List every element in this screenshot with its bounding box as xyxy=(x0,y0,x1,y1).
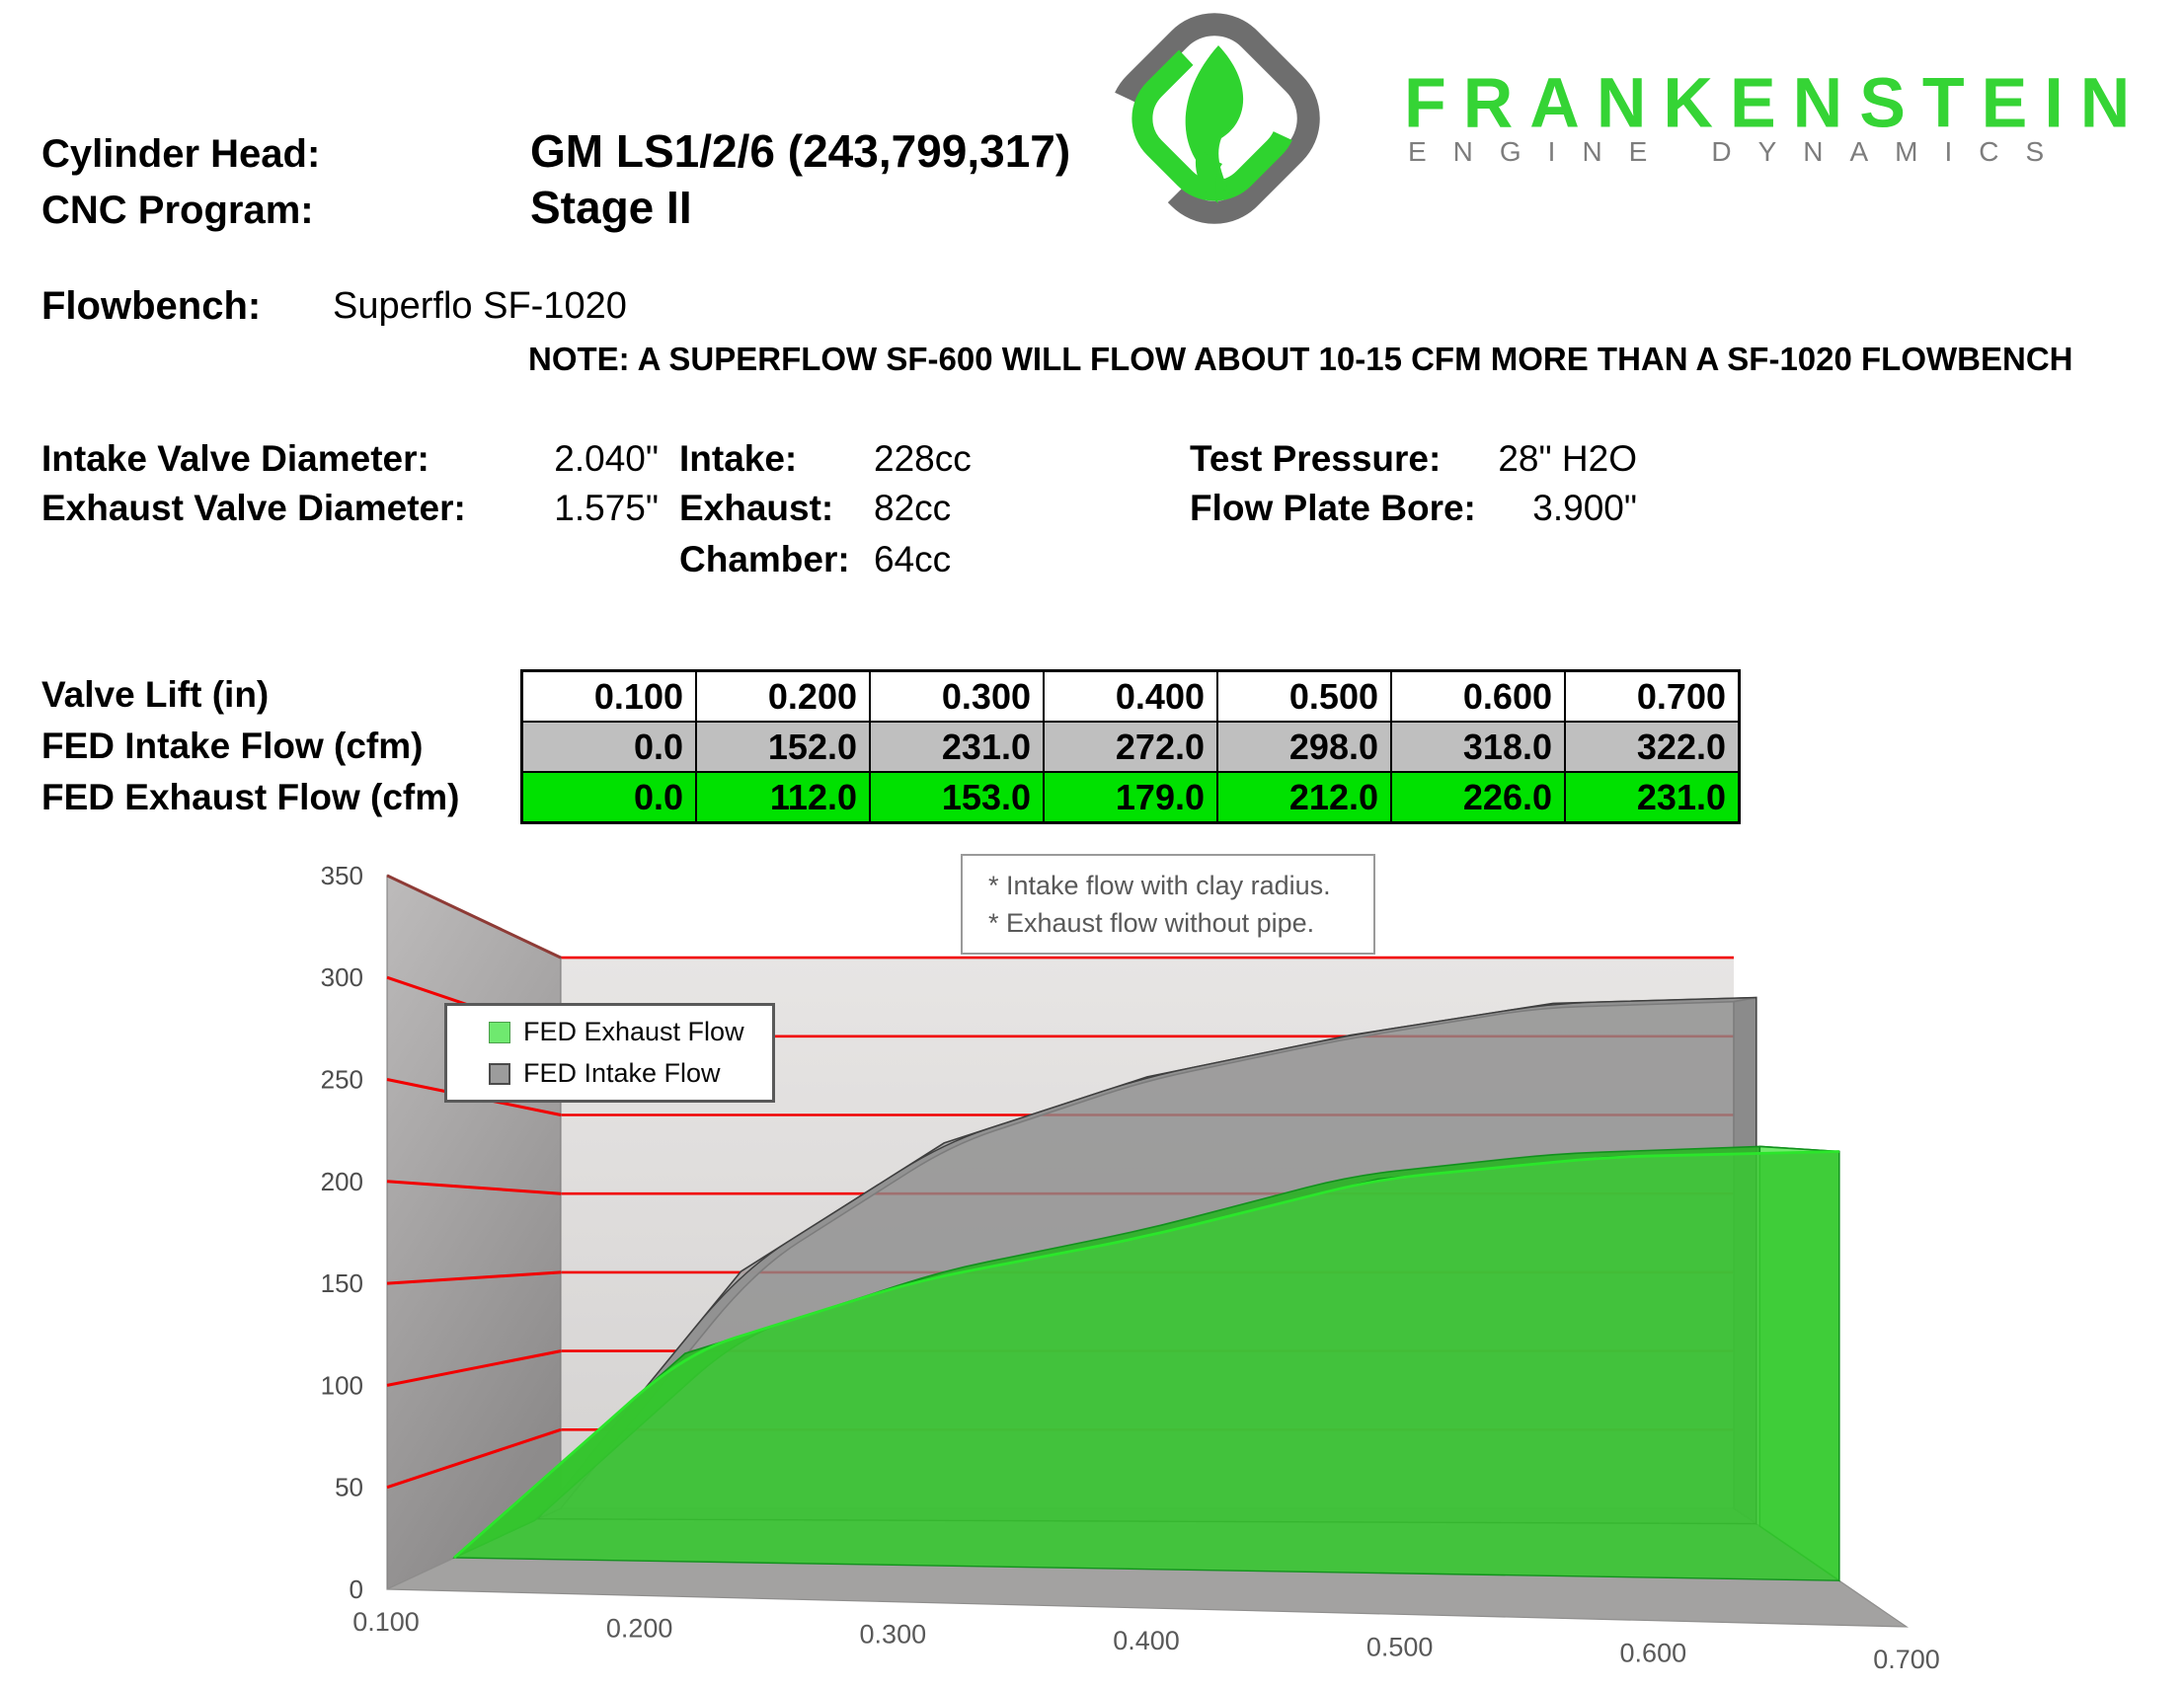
exhaust-valve-diameter-value: 1.575" xyxy=(554,488,659,528)
x-tick-label-0.200: 0.200 xyxy=(606,1613,673,1643)
y-tick-label-250: 250 xyxy=(321,1065,363,1095)
exhaust-cell: 153.0 xyxy=(869,771,1045,824)
intake-cc-value: 228cc xyxy=(874,438,972,479)
x-tick-label-0.400: 0.400 xyxy=(1113,1626,1180,1655)
intake-valve-diameter-label: Intake Valve Diameter: xyxy=(41,438,429,479)
exhaust-area-top-edge xyxy=(453,1150,1839,1560)
lift-cell: 0.600 xyxy=(1390,669,1566,723)
annotation-line-2: * Exhaust flow without pipe. xyxy=(988,908,1315,938)
chart-annotation-box: * Intake flow with clay radius. * Exhaus… xyxy=(961,854,1375,955)
cnc-program-value: Stage II xyxy=(530,182,692,233)
gridline-side-350 xyxy=(386,874,562,960)
flow-plate-bore-value: 3.900" xyxy=(1532,488,1637,528)
table-row-valve-lift: 0.100 0.200 0.300 0.400 0.500 0.600 0.70… xyxy=(520,669,1741,723)
legend-item-exhaust: FED Exhaust Flow xyxy=(489,1017,772,1047)
intake-cell: 272.0 xyxy=(1043,721,1218,773)
flowbench-label: Flowbench: xyxy=(41,284,262,328)
table-row-label-intake-flow: FED Intake Flow (cfm) xyxy=(41,726,424,766)
exhaust-swatch-icon xyxy=(489,1021,510,1043)
chamber-cc-label: Chamber: xyxy=(679,539,850,579)
intake-cell: 0.0 xyxy=(520,721,697,773)
intake-cell: 231.0 xyxy=(869,721,1045,773)
y-tick-label-150: 150 xyxy=(321,1268,363,1298)
exhaust-cell: 212.0 xyxy=(1216,771,1392,824)
intake-swatch-icon xyxy=(489,1062,510,1085)
lift-cell: 0.400 xyxy=(1043,669,1218,723)
x-tick-label-0.500: 0.500 xyxy=(1366,1632,1434,1661)
cnc-program-label: CNC Program: xyxy=(41,189,314,232)
lift-cell: 0.100 xyxy=(520,669,697,723)
chart-legend: FED Exhaust Flow FED Intake Flow xyxy=(444,1003,775,1103)
legend-item-intake: FED Intake Flow xyxy=(489,1058,772,1089)
flowbench-value: Superflo SF-1020 xyxy=(333,285,627,327)
lift-cell: 0.500 xyxy=(1216,669,1392,723)
brand-emblem xyxy=(1109,13,1320,224)
y-tick-label-350: 350 xyxy=(321,861,363,890)
x-tick-label-0.300: 0.300 xyxy=(860,1620,927,1650)
exhaust-valve-diameter-label: Exhaust Valve Diameter: xyxy=(41,488,466,528)
x-tick-label-0.600: 0.600 xyxy=(1620,1639,1687,1668)
lift-cell: 0.200 xyxy=(695,669,871,723)
intake-cell: 322.0 xyxy=(1564,721,1741,773)
emblem-green-ring-icon xyxy=(1131,36,1297,201)
gridline-side-150 xyxy=(386,1270,562,1285)
table-row-intake-flow: 0.0 152.0 231.0 272.0 298.0 318.0 322.0 xyxy=(520,721,1741,773)
intake-valve-diameter-value: 2.040" xyxy=(554,438,659,479)
brand-tagline: ENGINE DYNAMICS xyxy=(1408,136,2070,168)
x-tick-label-0.700: 0.700 xyxy=(1873,1645,1940,1674)
emblem-flame-small-icon xyxy=(1195,146,1222,203)
chamber-cc-value: 64cc xyxy=(874,539,952,579)
legend-label-exhaust: FED Exhaust Flow xyxy=(523,1017,744,1046)
flow-plate-bore-label: Flow Plate Bore: xyxy=(1190,488,1476,528)
exhaust-cc-value: 82cc xyxy=(874,488,952,528)
flow-data-table: 0.100 0.200 0.300 0.400 0.500 0.600 0.70… xyxy=(520,669,1741,824)
exhaust-cell: 112.0 xyxy=(695,771,871,824)
intake-cell: 298.0 xyxy=(1216,721,1392,773)
brand-tagline-word2: DYNAMICS xyxy=(1711,136,2071,167)
exhaust-cc-label: Exhaust: xyxy=(679,488,834,528)
exhaust-cell: 231.0 xyxy=(1564,771,1741,824)
x-tick-label-0.100: 0.100 xyxy=(352,1607,420,1637)
y-tick-label-100: 100 xyxy=(321,1370,363,1400)
table-row-label-exhaust-flow: FED Exhaust Flow (cfm) xyxy=(41,777,460,817)
exhaust-cell: 179.0 xyxy=(1043,771,1218,824)
table-row-label-valve-lift: Valve Lift (in) xyxy=(41,674,270,715)
y-tick-label-200: 200 xyxy=(321,1167,363,1196)
cylinder-head-label: Cylinder Head: xyxy=(41,132,321,176)
exhaust-cell: 0.0 xyxy=(520,771,697,824)
brand-name: FRANKENSTEIN xyxy=(1404,63,2147,142)
chart-side-wall xyxy=(386,875,562,1590)
annotation-line-1: * Intake flow with clay radius. xyxy=(988,871,1331,900)
exhaust-cell: 226.0 xyxy=(1390,771,1566,824)
brand-tagline-word1: ENGINE xyxy=(1408,136,1675,167)
cylinder-head-value: GM LS1/2/6 (243,799,317) xyxy=(530,125,1071,177)
lift-cell: 0.300 xyxy=(869,669,1045,723)
gridline-side-50 xyxy=(386,1427,562,1490)
intake-cell: 318.0 xyxy=(1390,721,1566,773)
intake-cc-label: Intake: xyxy=(679,438,798,479)
gridline-side-100 xyxy=(386,1349,562,1387)
emblem-gray-ring-icon xyxy=(1109,13,1320,224)
y-tick-label-0: 0 xyxy=(350,1574,363,1604)
y-tick-label-50: 50 xyxy=(335,1473,363,1502)
flowbench-note: NOTE: A SUPERFLOW SF-600 WILL FLOW ABOUT… xyxy=(528,341,2073,377)
legend-label-intake: FED Intake Flow xyxy=(523,1058,721,1088)
gridline-side-200 xyxy=(386,1180,562,1195)
lift-cell: 0.700 xyxy=(1564,669,1741,723)
y-tick-label-300: 300 xyxy=(321,962,363,992)
test-pressure-value: 28" H2O xyxy=(1498,438,1637,479)
intake-cell: 152.0 xyxy=(695,721,871,773)
test-pressure-label: Test Pressure: xyxy=(1190,438,1442,479)
table-row-exhaust-flow: 0.0 112.0 153.0 179.0 212.0 226.0 231.0 xyxy=(520,771,1741,824)
